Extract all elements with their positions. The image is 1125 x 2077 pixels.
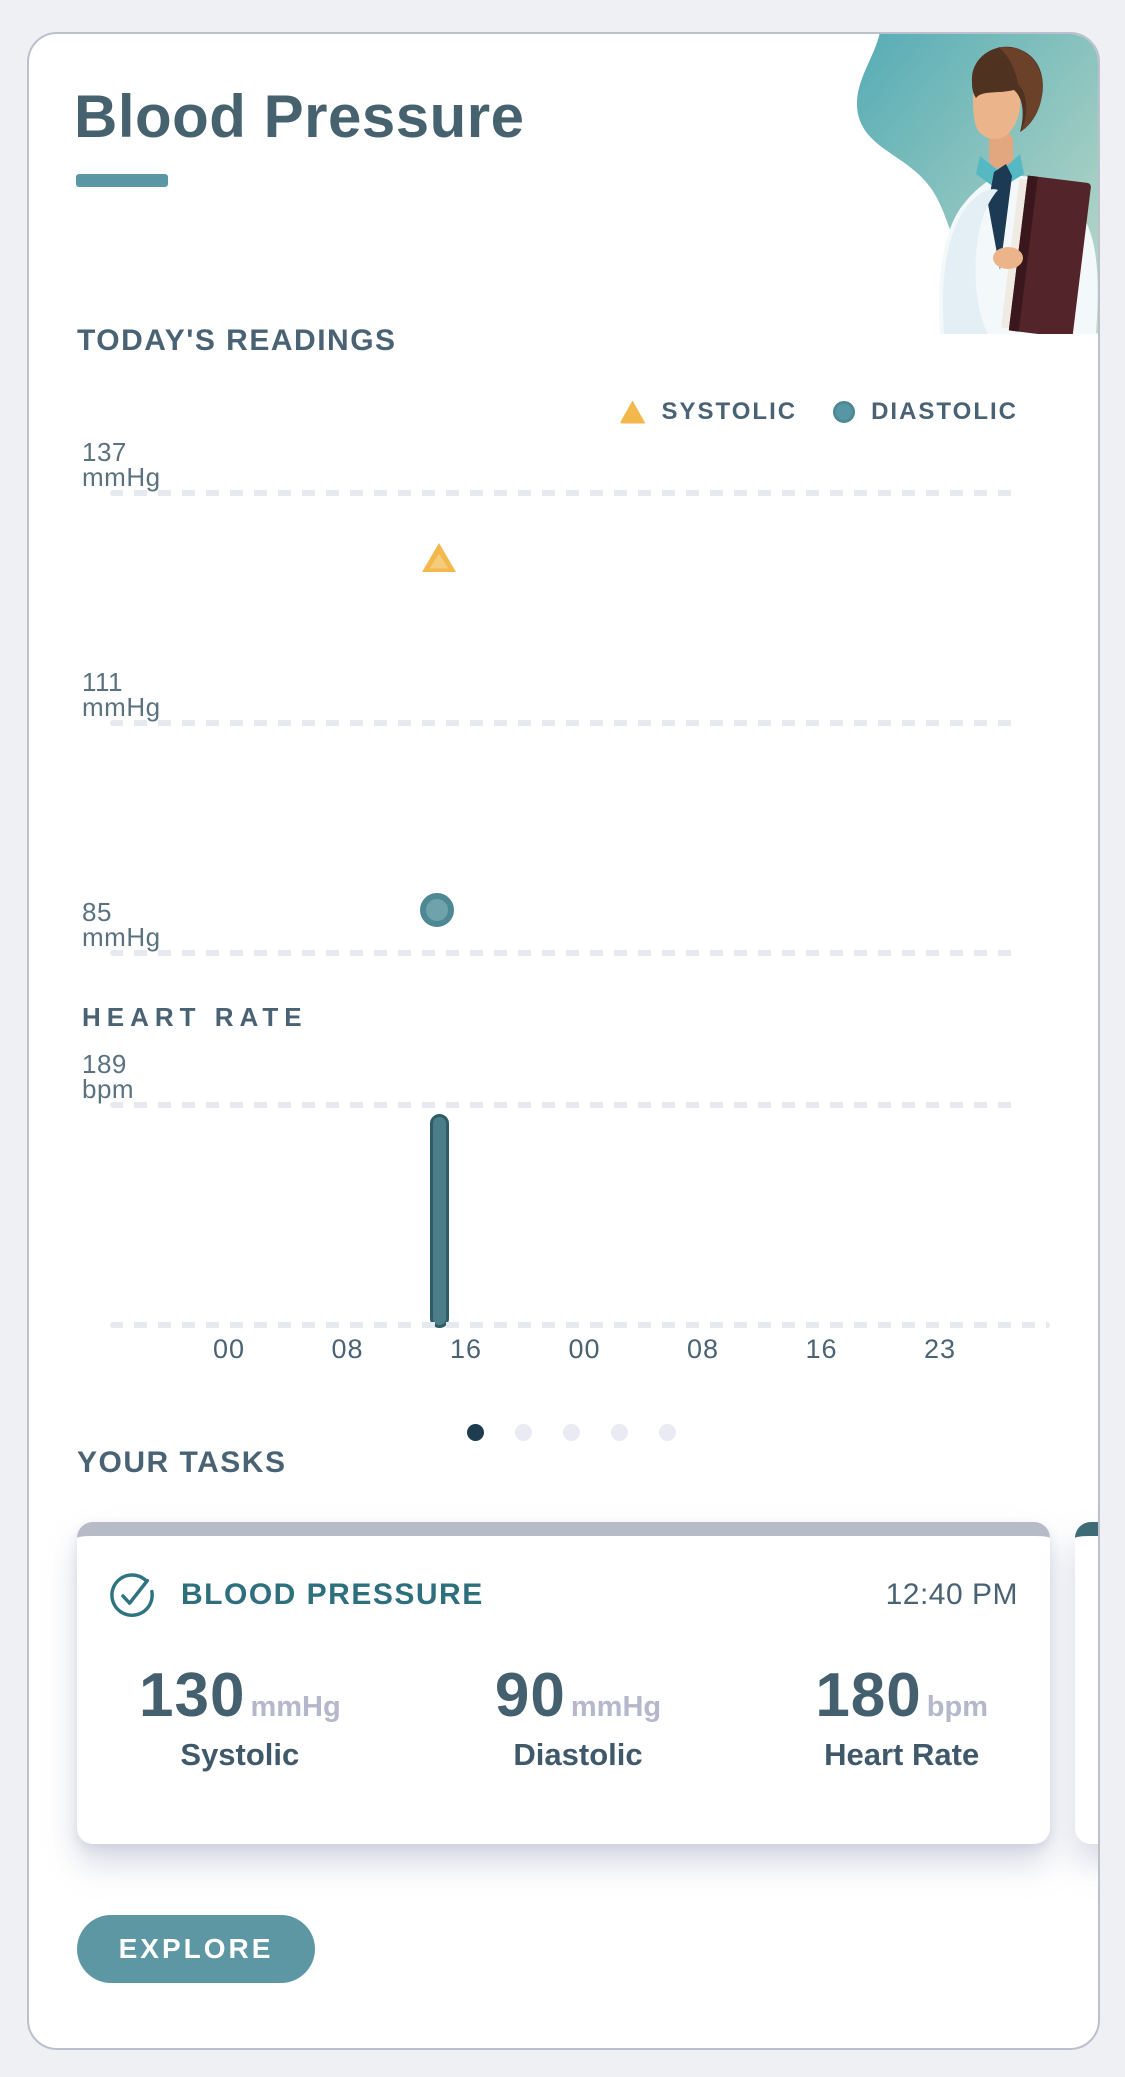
- next-task-card[interactable]: [1075, 1522, 1098, 1844]
- metric-label: Systolic: [180, 1737, 300, 1772]
- y-axis-label: 137 mmHg: [82, 437, 1022, 492]
- y-axis-value: 111: [82, 667, 124, 697]
- blood-pressure-chart: 137 mmHg 111 mmHg 85 mmHg: [82, 434, 1022, 996]
- diastolic-marker: [420, 893, 454, 927]
- x-axis-tick: 00: [568, 1334, 601, 1364]
- x-axis: 00 08 16 00 08 16 23: [82, 1334, 1022, 1374]
- x-axis-tick: 08: [686, 1334, 720, 1364]
- doctor-illustration-svg: [856, 34, 1098, 338]
- check-circle-icon: [110, 1573, 154, 1617]
- task-card-blood-pressure[interactable]: BLOOD PRESSURE 12:40 PM 130 mmHg Systoli…: [77, 1522, 1050, 1844]
- circle-icon: [833, 401, 856, 423]
- carousel-dot-1[interactable]: [515, 1424, 532, 1441]
- task-metrics: 130 mmHg Systolic 90 mmHg Diastolic 180 …: [77, 1660, 1050, 1773]
- page-title: Blood Pressure: [74, 83, 525, 150]
- metric-value: 90: [494, 1661, 566, 1730]
- doctor-illustration: [848, 34, 1098, 338]
- y-axis-unit: mmHg: [82, 692, 161, 722]
- gridline-137: 137 mmHg: [82, 437, 1022, 496]
- hr-gridline: 189 bpm: [82, 1049, 1022, 1108]
- metric-label: Heart Rate: [824, 1737, 980, 1772]
- triangle-icon: [619, 400, 646, 424]
- y-axis-unit: bpm: [82, 1074, 135, 1104]
- heart-rate-chart: 189 bpm: [82, 1042, 1050, 1342]
- metric-value: 130: [139, 1661, 246, 1730]
- y-axis-value: 85: [82, 897, 112, 927]
- gridline-85: 85 mmHg: [82, 897, 1022, 956]
- systolic-marker: [422, 543, 456, 572]
- app-card: Blood Pressure TODAY'S READINGS SYSTOLIC…: [27, 32, 1100, 2050]
- coat-arm: [942, 189, 998, 334]
- legend-label: SYSTOLIC: [661, 398, 798, 425]
- title-underline: [76, 174, 168, 187]
- carousel-dot-4[interactable]: [659, 1424, 676, 1441]
- metric-unit: mmHg: [250, 1691, 341, 1723]
- metric-unit: bpm: [926, 1691, 988, 1723]
- x-axis-tick: 16: [805, 1334, 838, 1364]
- task-card-header: BLOOD PRESSURE 12:40 PM: [77, 1572, 1050, 1618]
- chart-legend: SYSTOLIC DIASTOLIC: [619, 398, 1018, 426]
- hair-highlight: [998, 47, 1043, 131]
- carousel-dot-3[interactable]: [611, 1424, 628, 1441]
- metric-heart-rate: 180 bpm Heart Rate: [815, 1660, 988, 1773]
- x-axis-tick: 16: [449, 1334, 483, 1364]
- dashed-gridline: [110, 720, 1022, 726]
- y-axis-label: 85 mmHg: [82, 897, 1022, 952]
- readings-heading: TODAY'S READINGS: [77, 324, 397, 357]
- x-axis-tick: 23: [923, 1334, 957, 1364]
- dashed-gridline: [110, 950, 1022, 956]
- legend-item-diastolic: DIASTOLIC: [833, 398, 1018, 426]
- dashed-baseline: [110, 1322, 1050, 1328]
- legend-item-systolic: SYSTOLIC: [619, 398, 798, 426]
- carousel-dots: [467, 1424, 676, 1441]
- metric-unit: mmHg: [570, 1691, 662, 1723]
- hand: [993, 247, 1023, 269]
- heart-rate-bar: [430, 1114, 449, 1328]
- tasks-heading: YOUR TASKS: [77, 1446, 287, 1479]
- task-card-time: 12:40 PM: [885, 1578, 1018, 1611]
- metric-value: 180: [815, 1661, 922, 1730]
- explore-button[interactable]: EXPLORE: [77, 1915, 315, 1983]
- y-axis-value: 137: [82, 437, 127, 467]
- y-axis-unit: mmHg: [82, 922, 161, 952]
- dashed-gridline: [110, 1102, 1022, 1108]
- y-axis-unit: mmHg: [82, 462, 161, 492]
- y-axis-label: 111 mmHg: [82, 667, 1022, 722]
- gridline-111: 111 mmHg: [82, 667, 1022, 726]
- metric-label: Diastolic: [513, 1737, 643, 1772]
- carousel-dot-2[interactable]: [563, 1424, 580, 1441]
- neck: [989, 132, 1013, 168]
- heart-rate-heading: HEART RATE: [82, 1002, 308, 1032]
- legend-label: DIASTOLIC: [871, 398, 1018, 425]
- dashed-gridline: [110, 490, 1022, 496]
- carousel-dot-0[interactable]: [467, 1424, 484, 1441]
- y-axis-label: 189 bpm: [82, 1049, 1022, 1104]
- task-card-title: BLOOD PRESSURE: [181, 1578, 484, 1611]
- metric-diastolic: 90 mmHg Diastolic: [495, 1660, 661, 1773]
- y-axis-value: 189: [82, 1049, 127, 1079]
- x-axis-tick: 08: [331, 1334, 364, 1364]
- x-axis-tick: 00: [212, 1334, 246, 1364]
- metric-systolic: 130 mmHg Systolic: [139, 1660, 341, 1773]
